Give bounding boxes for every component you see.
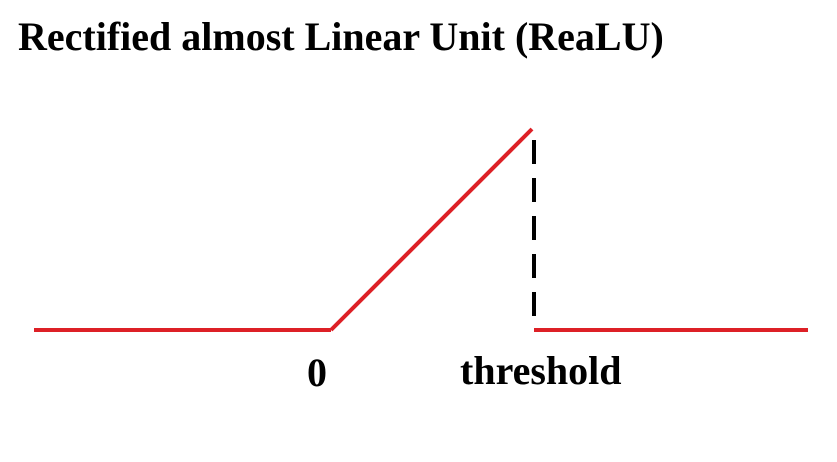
diagram-title: Rectified almost Linear Unit (ReaLU) xyxy=(18,14,664,59)
zero-label: 0 xyxy=(307,350,327,395)
linear-ramp-segment xyxy=(329,127,534,332)
threshold-label: threshold xyxy=(460,348,622,393)
